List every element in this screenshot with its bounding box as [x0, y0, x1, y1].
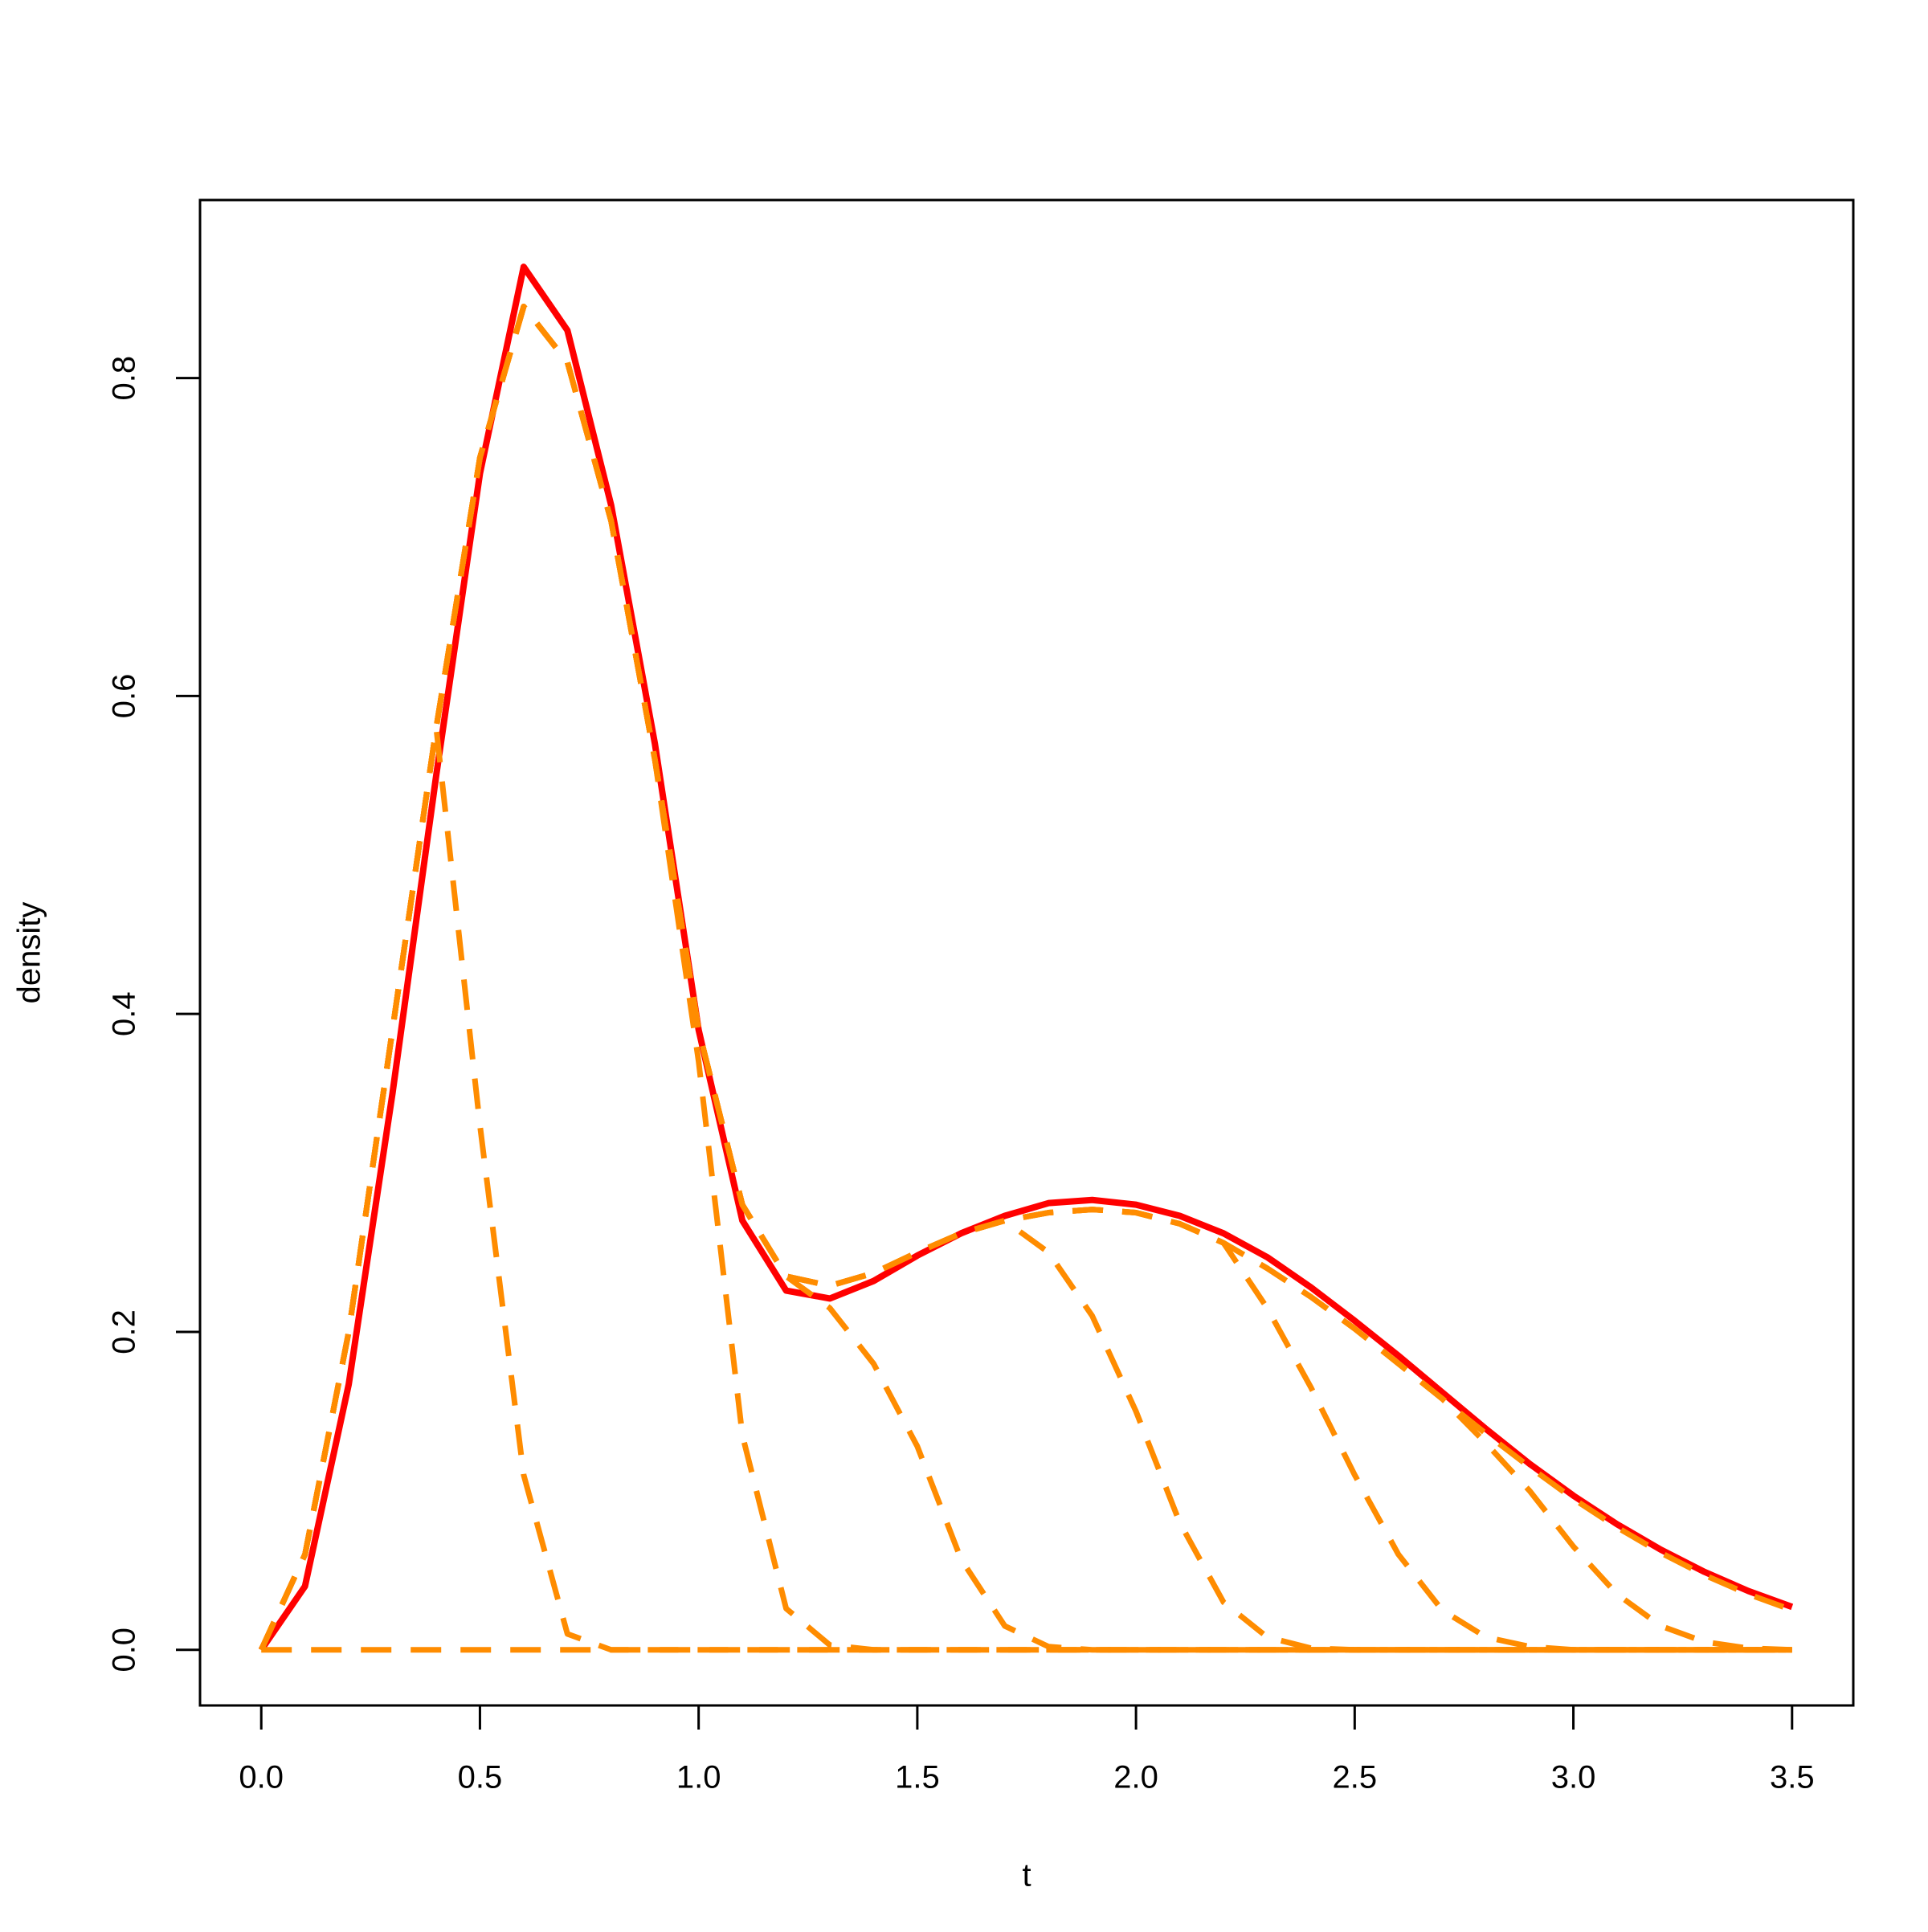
plot-frame [198, 198, 1855, 1707]
x-tick-label: 3.5 [1770, 1760, 1815, 1795]
x-tick-label: 3.0 [1551, 1760, 1596, 1795]
dashed-line [259, 304, 1792, 1653]
y-tick-label: 0.2 [107, 1309, 142, 1354]
x-tick-label: 0.0 [239, 1760, 284, 1795]
dashed-line [259, 304, 1792, 1653]
x-tick-label: 1.5 [895, 1760, 940, 1795]
solid-line [258, 263, 1794, 1652]
y-tick-label: 0.4 [107, 991, 142, 1036]
x-tick-label: 0.5 [458, 1760, 503, 1795]
x-tick-label: 1.0 [676, 1760, 721, 1795]
y-tick-label: 0.6 [107, 674, 142, 719]
dashed-line [259, 304, 1792, 1653]
x-tick-label: 2.0 [1113, 1760, 1158, 1795]
y-tick-label: 0.0 [107, 1628, 142, 1673]
y-tick-label: 0.8 [107, 356, 142, 401]
dashed-line [259, 725, 1792, 1653]
dashed-line [259, 304, 1792, 1653]
dashed-line [259, 304, 1793, 1652]
y-axis-label: density [12, 902, 47, 1004]
dashed-line [259, 304, 1792, 1653]
x-axis-label: t [1022, 1858, 1031, 1893]
x-tick-label: 2.5 [1333, 1760, 1378, 1795]
